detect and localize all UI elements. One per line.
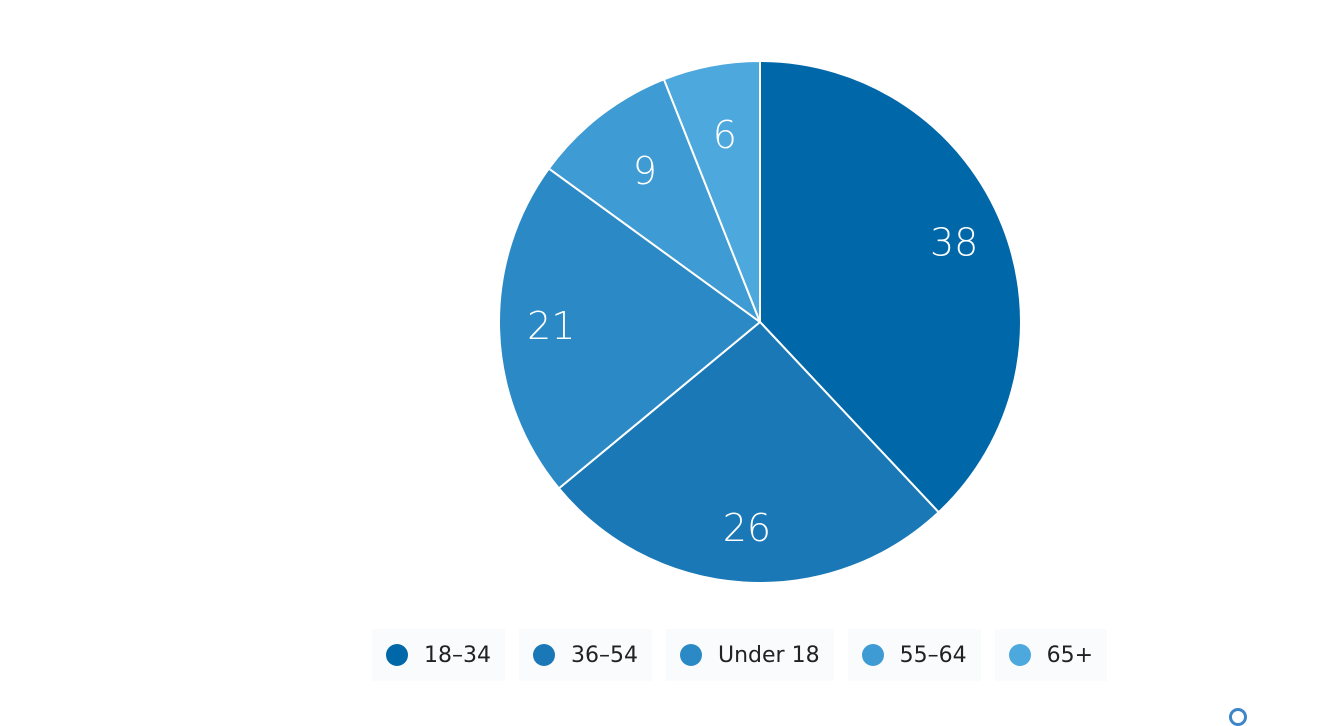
legend-label-36-54: 36–54 <box>571 642 638 668</box>
corner-indicator-icon <box>1229 708 1247 726</box>
legend-label-55-64: 55–64 <box>899 642 967 668</box>
legend-swatch-under-18 <box>680 644 702 666</box>
legend-label-18-34: 18–34 <box>424 642 491 668</box>
legend-item-65-plus[interactable]: 65+ <box>994 629 1108 681</box>
pie-slice-65-plus[interactable] <box>662 59 761 323</box>
legend-label-65-plus: 65+ <box>1046 642 1094 668</box>
legend-label-under-18: Under 18 <box>718 642 820 668</box>
pie-slice-55-64[interactable] <box>547 78 763 325</box>
pie-slice-36-54[interactable] <box>557 320 941 584</box>
legend-item-18-34[interactable]: 18–34 <box>372 629 505 681</box>
legend-swatch-36-54 <box>533 644 555 666</box>
data-label-55-64: 9 <box>633 149 657 193</box>
legend-item-55-64[interactable]: 55–64 <box>847 629 981 681</box>
pie-slice-18-34[interactable] <box>759 59 1022 514</box>
pie-slice-under-18[interactable] <box>498 167 762 490</box>
data-label-18-34: 38 <box>930 221 978 265</box>
data-label-under-18: 21 <box>527 304 575 348</box>
legend-swatch-55-64 <box>861 644 884 666</box>
data-label-65-plus: 6 <box>713 113 737 157</box>
data-label-36-54: 26 <box>723 506 771 550</box>
legend: 18–34 36–54 Under 18 55–64 65+ <box>372 629 1108 681</box>
legend-swatch-65-plus <box>1008 644 1031 666</box>
legend-swatch-18-34 <box>386 644 408 666</box>
legend-item-under-18[interactable]: Under 18 <box>666 629 834 681</box>
legend-item-36-54[interactable]: 36–54 <box>519 629 652 681</box>
